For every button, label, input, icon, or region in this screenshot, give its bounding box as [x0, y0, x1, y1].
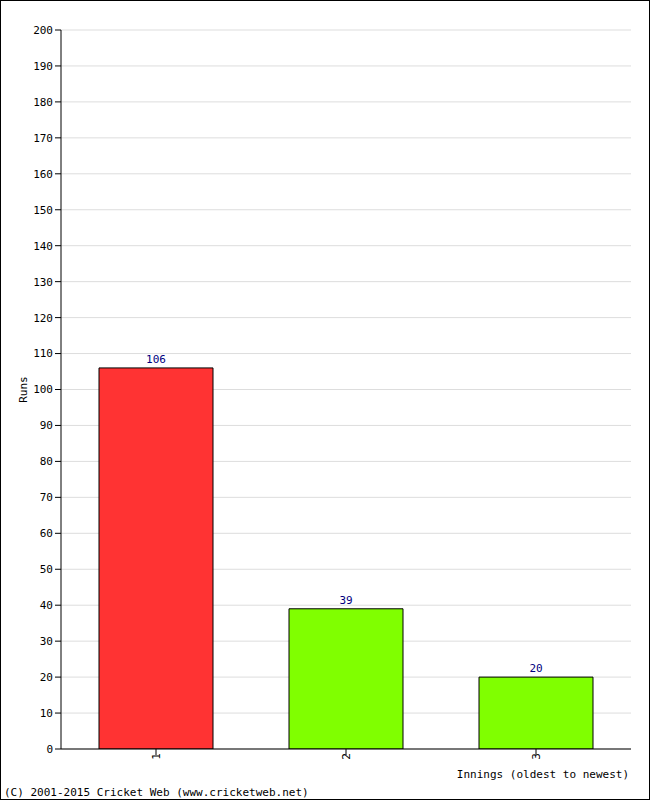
- svg-text:160: 160: [33, 168, 53, 181]
- svg-text:200: 200: [33, 24, 53, 37]
- svg-text:106: 106: [146, 353, 166, 366]
- svg-text:70: 70: [40, 491, 53, 504]
- svg-text:170: 170: [33, 132, 53, 145]
- html-text:Innings (oldest to newest): Innings (oldest to newest): [456, 768, 629, 781]
- svg-text:20: 20: [40, 671, 53, 684]
- svg-text:120: 120: [33, 312, 53, 325]
- svg-text:0: 0: [46, 743, 53, 756]
- svg-text:39: 39: [339, 594, 352, 607]
- svg-text:190: 190: [33, 60, 53, 73]
- svg-text:2: 2: [340, 753, 353, 760]
- svg-text:3: 3: [530, 753, 543, 760]
- html-text:(C) 2001-2015 Cricket Web (www: (C) 2001-2015 Cricket Web (www.cricketwe…: [4, 786, 309, 799]
- svg-text:10: 10: [40, 707, 53, 720]
- svg-text:140: 140: [33, 240, 53, 253]
- svg-text:1: 1: [150, 753, 163, 760]
- svg-text:40: 40: [40, 599, 53, 612]
- svg-text:130: 130: [33, 276, 53, 289]
- svg-text:90: 90: [40, 419, 53, 432]
- svg-text:100: 100: [33, 383, 53, 396]
- svg-text:50: 50: [40, 563, 53, 576]
- svg-text:20: 20: [529, 662, 542, 675]
- svg-text:Runs: Runs: [17, 376, 30, 403]
- svg-text:180: 180: [33, 96, 53, 109]
- svg-text:60: 60: [40, 527, 53, 540]
- svg-text:30: 30: [40, 635, 53, 648]
- svg-text:110: 110: [33, 347, 53, 360]
- svg-text:80: 80: [40, 455, 53, 468]
- svg-text:150: 150: [33, 204, 53, 217]
